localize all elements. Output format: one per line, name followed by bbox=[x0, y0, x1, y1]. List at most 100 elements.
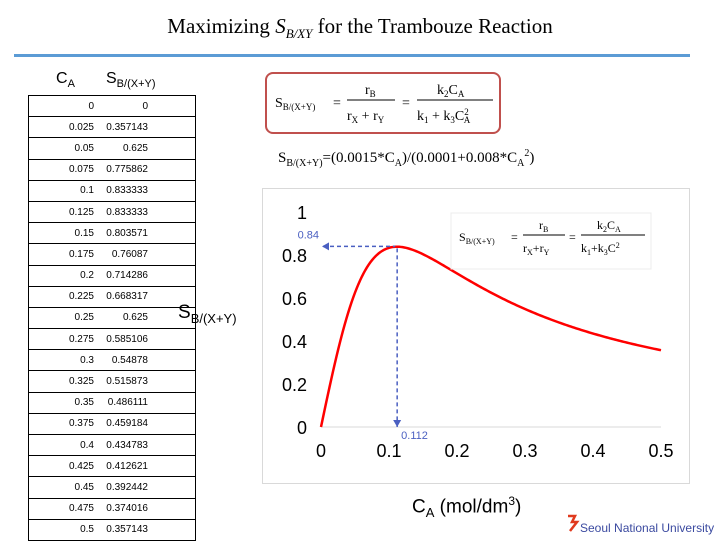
table-row: 0.3 0.54878 bbox=[28, 349, 196, 372]
svg-text:k2CA: k2CA bbox=[597, 218, 621, 234]
cell-sb-wrap: 0.374016 bbox=[97, 497, 196, 520]
cell-sb: 0.54878 bbox=[111, 354, 148, 366]
table-row: 0.25 0.625 bbox=[28, 306, 196, 330]
cell-sb-wrap: 0.515873 bbox=[97, 370, 196, 393]
cell-sb-wrap: 0.412621 bbox=[97, 455, 196, 478]
chart-inset-formula: SB/(X+Y) = rB rX+rY = k2CA k1+k3C2 bbox=[450, 212, 652, 270]
max-y-label: 0.84 bbox=[298, 229, 319, 241]
table-row: 0.05 0.625 bbox=[28, 137, 196, 160]
table-row: 0.2 0.714286 bbox=[28, 264, 196, 287]
cell-sb: 0.357143 bbox=[106, 524, 148, 536]
max-x-arrow-down bbox=[393, 420, 402, 427]
cell-sb-wrap: 0.434783 bbox=[97, 433, 196, 457]
cell-ca: 0.325 bbox=[28, 370, 97, 393]
cell-sb: 0.357143 bbox=[106, 121, 148, 133]
cell-ca: 0.125 bbox=[28, 200, 97, 224]
y-tick-label: 0 bbox=[297, 418, 307, 438]
table-row: 0.35 0.486111 bbox=[28, 391, 196, 414]
table-row: 0.475 0.374016 bbox=[28, 497, 196, 520]
cell-sb: 0.625 bbox=[122, 312, 148, 324]
cell-sb-wrap: 0.76087 bbox=[97, 243, 196, 266]
table-row: 0.4 0.434783 bbox=[28, 433, 196, 457]
cell-sb-wrap: 0.459184 bbox=[97, 412, 196, 436]
equation-text: SB/(X+Y)=(0.0015*CA)/(0.0001+0.008*CA2) bbox=[278, 148, 535, 169]
y-axis-title: SB/(X+Y) bbox=[178, 302, 237, 326]
table-header-sb: SB/(X+Y) bbox=[106, 70, 156, 91]
x-axis-title: CA (mol/dm3) bbox=[412, 494, 522, 521]
cell-sb-wrap: 0.714286 bbox=[97, 264, 196, 287]
cell-sb: 0.374016 bbox=[106, 503, 148, 515]
cell-sb-wrap: 0.54878 bbox=[97, 349, 196, 372]
cell-sb-wrap: 0.585106 bbox=[97, 328, 196, 351]
cell-sb: 0.833333 bbox=[106, 185, 148, 197]
table-row: 0.125 0.833333 bbox=[28, 200, 196, 224]
cell-ca: 0.225 bbox=[28, 285, 97, 308]
cell-sb-wrap: 0.775862 bbox=[97, 158, 196, 181]
x-tick-label: 0.4 bbox=[580, 441, 605, 461]
cell-sb-wrap: 0.357143 bbox=[97, 116, 196, 139]
cell-ca: 0.425 bbox=[28, 455, 97, 478]
cell-ca: 0.5 bbox=[28, 518, 97, 541]
cell-ca: 0.175 bbox=[28, 243, 97, 266]
svg-text:=: = bbox=[511, 230, 518, 244]
page-title: Maximizing SB/XY for the Trambouze React… bbox=[167, 14, 553, 42]
y-tick-label: 0.8 bbox=[282, 246, 307, 266]
cell-sb: 0.76087 bbox=[111, 248, 148, 260]
y-tick-label: 0.2 bbox=[282, 375, 307, 395]
cell-sb: 0.668317 bbox=[106, 291, 148, 303]
cell-sb: 0.803571 bbox=[106, 227, 148, 239]
cell-sb: 0.585106 bbox=[106, 333, 148, 345]
cell-sb-wrap: 0.486111 bbox=[97, 391, 196, 414]
cell-sb: 0.625 bbox=[122, 142, 148, 154]
svg-text:SB/(X+Y): SB/(X+Y) bbox=[275, 96, 315, 112]
chart-frame: 0 0.2 0.4 0.6 0.8 1 0 0.1 0.2 0.3 0.4 0.5 0.84 0.11… bbox=[262, 188, 690, 484]
cell-sb: 0.486111 bbox=[107, 397, 148, 409]
cell-ca: 0.3 bbox=[28, 349, 97, 372]
svg-text:rB: rB bbox=[539, 218, 548, 234]
cell-sb-wrap: 0.625 bbox=[97, 137, 196, 160]
svg-text:rX+rY: rX+rY bbox=[523, 241, 550, 257]
cell-ca: 0.45 bbox=[28, 476, 97, 499]
cell-ca: 0.075 bbox=[28, 158, 97, 181]
cell-sb: 0.392442 bbox=[106, 481, 148, 493]
selectivity-chart: 0 0.2 0.4 0.6 0.8 1 0 0.1 0.2 0.3 0.4 0.5 0.84 0.11… bbox=[282, 203, 674, 461]
y-tick-label: 0.6 bbox=[282, 289, 307, 309]
table-row: 0.5 0.357143 bbox=[28, 518, 196, 541]
cell-ca: 0.25 bbox=[28, 306, 97, 330]
footer-university: Seoul National University bbox=[580, 521, 715, 535]
table-header-ca: CA bbox=[56, 70, 75, 91]
svg-text:k1+k3C2: k1+k3C2 bbox=[581, 241, 620, 257]
table-row: 0.325 0.515873 bbox=[28, 370, 196, 393]
cell-ca: 0 bbox=[28, 94, 97, 118]
x-tick-label: 0.3 bbox=[512, 441, 537, 461]
cell-ca: 0.4 bbox=[28, 433, 97, 457]
cell-sb: 0.714286 bbox=[106, 270, 148, 282]
series-line bbox=[319, 245, 662, 428]
cell-sb: 0.775862 bbox=[106, 164, 148, 176]
cell-sb: 0.515873 bbox=[106, 376, 148, 388]
cell-sb: 0 bbox=[142, 100, 148, 112]
cell-sb-wrap: 0.833333 bbox=[97, 179, 196, 202]
cell-sb-wrap: 0.357143 bbox=[97, 518, 196, 541]
cell-ca: 0.275 bbox=[28, 328, 97, 351]
table-row: 0.275 0.585106 bbox=[28, 328, 196, 351]
snu-logo-icon bbox=[568, 514, 580, 532]
svg-text:rX + rY: rX + rY bbox=[347, 109, 385, 125]
table-row: 0.15 0.803571 bbox=[28, 222, 196, 245]
svg-text:=: = bbox=[569, 230, 576, 244]
svg-text:=: = bbox=[402, 96, 410, 111]
cell-ca: 0.025 bbox=[28, 116, 97, 139]
selectivity-formula-box: SB/(X+Y) = rB rX + rY = k2CA k1 + k3C2 A bbox=[265, 72, 501, 134]
svg-text:k2CA: k2CA bbox=[437, 83, 465, 99]
table-row: 0.075 0.775862 bbox=[28, 158, 196, 181]
cell-sb-wrap: 0.392442 bbox=[97, 476, 196, 499]
selectivity-formula: SB/(X+Y) = rB rX + rY = k2CA k1 + k3C2 A bbox=[275, 83, 493, 125]
cell-sb-wrap: 0.803571 bbox=[97, 222, 196, 245]
svg-text:SB/(X+Y): SB/(X+Y) bbox=[459, 230, 495, 246]
svg-text:rB: rB bbox=[365, 83, 376, 99]
table-row: 0.025 0.357143 bbox=[28, 116, 196, 139]
cell-sb-wrap: 0.833333 bbox=[97, 200, 196, 224]
cell-sb: 0.434783 bbox=[106, 439, 148, 451]
